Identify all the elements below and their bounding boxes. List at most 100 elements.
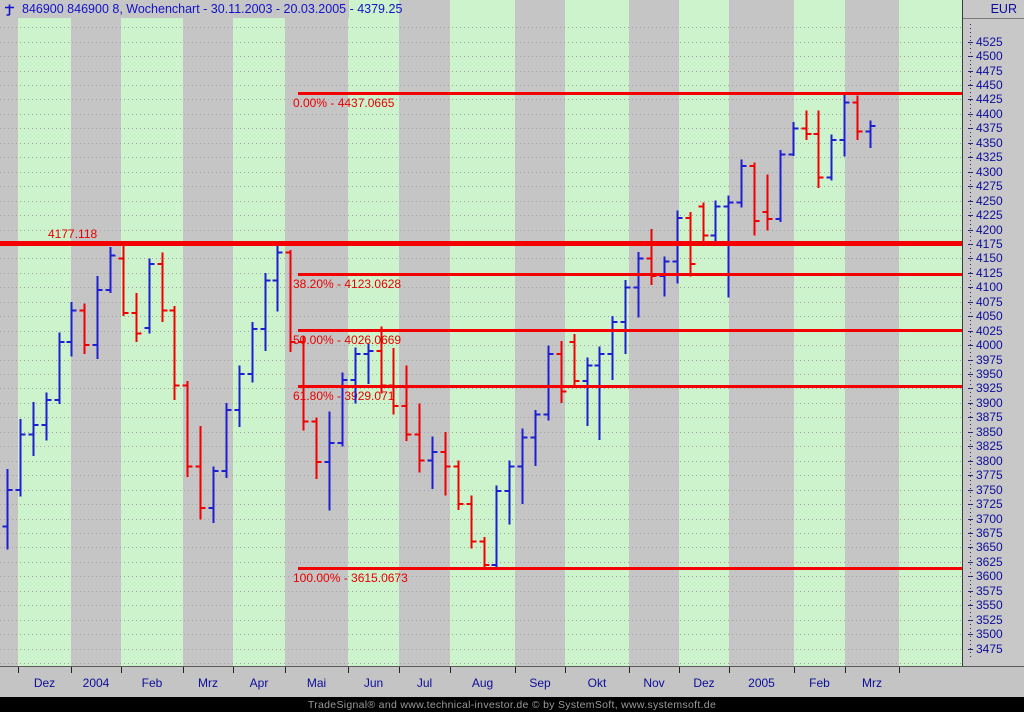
week-bar [414,403,425,473]
price-tick [968,461,973,462]
week-bar [272,245,283,312]
price-tick-label: 4450 [976,78,1003,92]
week-bar [698,202,709,244]
week-bar [247,322,258,383]
week-bar [337,372,348,447]
price-tick-label: 4100 [976,280,1003,294]
week-bar [324,411,335,511]
gridline [0,446,962,447]
month-tick [121,667,122,673]
week-bar [440,431,451,496]
month-stripe [679,0,729,666]
month-label: 2005 [748,676,775,690]
price-tick-label: 4400 [976,107,1003,121]
month-label: 2004 [82,676,110,690]
price-tick [968,634,973,635]
gridline [0,620,962,621]
price-tick-label: 4275 [976,179,1003,193]
price-tick [968,388,973,389]
fib-line[interactable] [298,567,962,570]
fib-label: 61.80% - 3929.071 [293,389,395,403]
price-tick [968,201,973,202]
week-bar [736,159,747,208]
price-tick [968,302,973,303]
week-bar [260,272,271,351]
week-bar [801,110,812,140]
fib-line[interactable] [298,385,962,388]
week-bar [556,341,567,403]
gridline [0,605,962,606]
price-tick-label: 4525 [976,35,1003,49]
price-bars [2,92,876,569]
chart-title: 846900 846900 8, Wochenchart - 30.11.200… [22,2,403,16]
price-tick-label: 4050 [976,309,1003,323]
month-stripe [515,0,565,666]
price-tick [968,287,973,288]
gridline [0,403,962,404]
fib-line[interactable] [298,273,962,276]
price-axis: EUR 4525 4500 4475 4450 4425 4400 4375 4350 4325… [962,0,1024,666]
chart-plot[interactable]: 0.00% - 4437.0665 38.20% - 4123.0628 50.00… [0,0,962,666]
price-tick [968,504,973,505]
month-tick [399,667,400,673]
price-tick-label: 4475 [976,64,1003,78]
week-bar [376,326,387,394]
gridline [0,316,962,317]
week-bar [762,174,773,231]
month-stripe [845,0,899,666]
price-tick [968,547,973,548]
week-bar [607,316,618,380]
gridline [0,128,962,129]
price-tick-label: 3975 [976,353,1003,367]
price-tick-label: 4300 [976,165,1003,179]
horizontal-line[interactable] [0,241,962,246]
hline-label: 4177.118 [48,227,98,241]
month-tick [794,667,795,673]
price-tick [968,331,973,332]
week-bar [775,149,786,222]
time-axis: Dez 2004 Feb Mrz Apr Mai Jun Jul Aug Sep Okt Nov Dez… [0,666,1024,697]
week-bar [491,485,502,569]
price-tick [968,128,973,129]
gridline [0,85,962,86]
price-tick [968,143,973,144]
gridline [0,172,962,173]
week-bar [543,345,554,421]
price-tick-label: 3825 [976,439,1003,453]
week-bar [350,347,361,404]
gridline [0,374,962,375]
week-bar [659,256,670,297]
week-bar [466,495,477,549]
gridline [0,591,962,592]
fib-line[interactable] [298,329,962,332]
gridline [0,143,962,144]
price-tick [968,605,973,606]
month-label: Mrz [862,676,882,690]
week-bar [723,195,734,298]
gridline [0,71,962,72]
month-tick [565,667,566,673]
month-label: Nov [643,676,665,690]
price-tick-label: 3950 [976,367,1003,381]
price-tick [968,42,973,43]
fib-label: 50.00% - 4026.0669 [293,333,402,347]
month-stripe [285,0,348,666]
price-tick [968,533,973,534]
week-bar [530,409,541,466]
month-stripe [183,0,233,666]
price-tick [968,316,973,317]
week-bar [826,134,837,181]
fib-line[interactable] [298,92,962,95]
week-bar [388,348,399,415]
price-tick-label: 4250 [976,194,1003,208]
month-label: Sep [529,676,551,690]
gridline [0,345,962,346]
gridline [0,56,962,57]
month-stripe [399,0,450,666]
price-tick-label: 3800 [976,454,1003,468]
week-bar [15,419,26,497]
price-tick [968,649,973,650]
price-tick [968,230,973,231]
month-label: Mrz [198,676,218,690]
month-label: Mai [306,676,327,690]
